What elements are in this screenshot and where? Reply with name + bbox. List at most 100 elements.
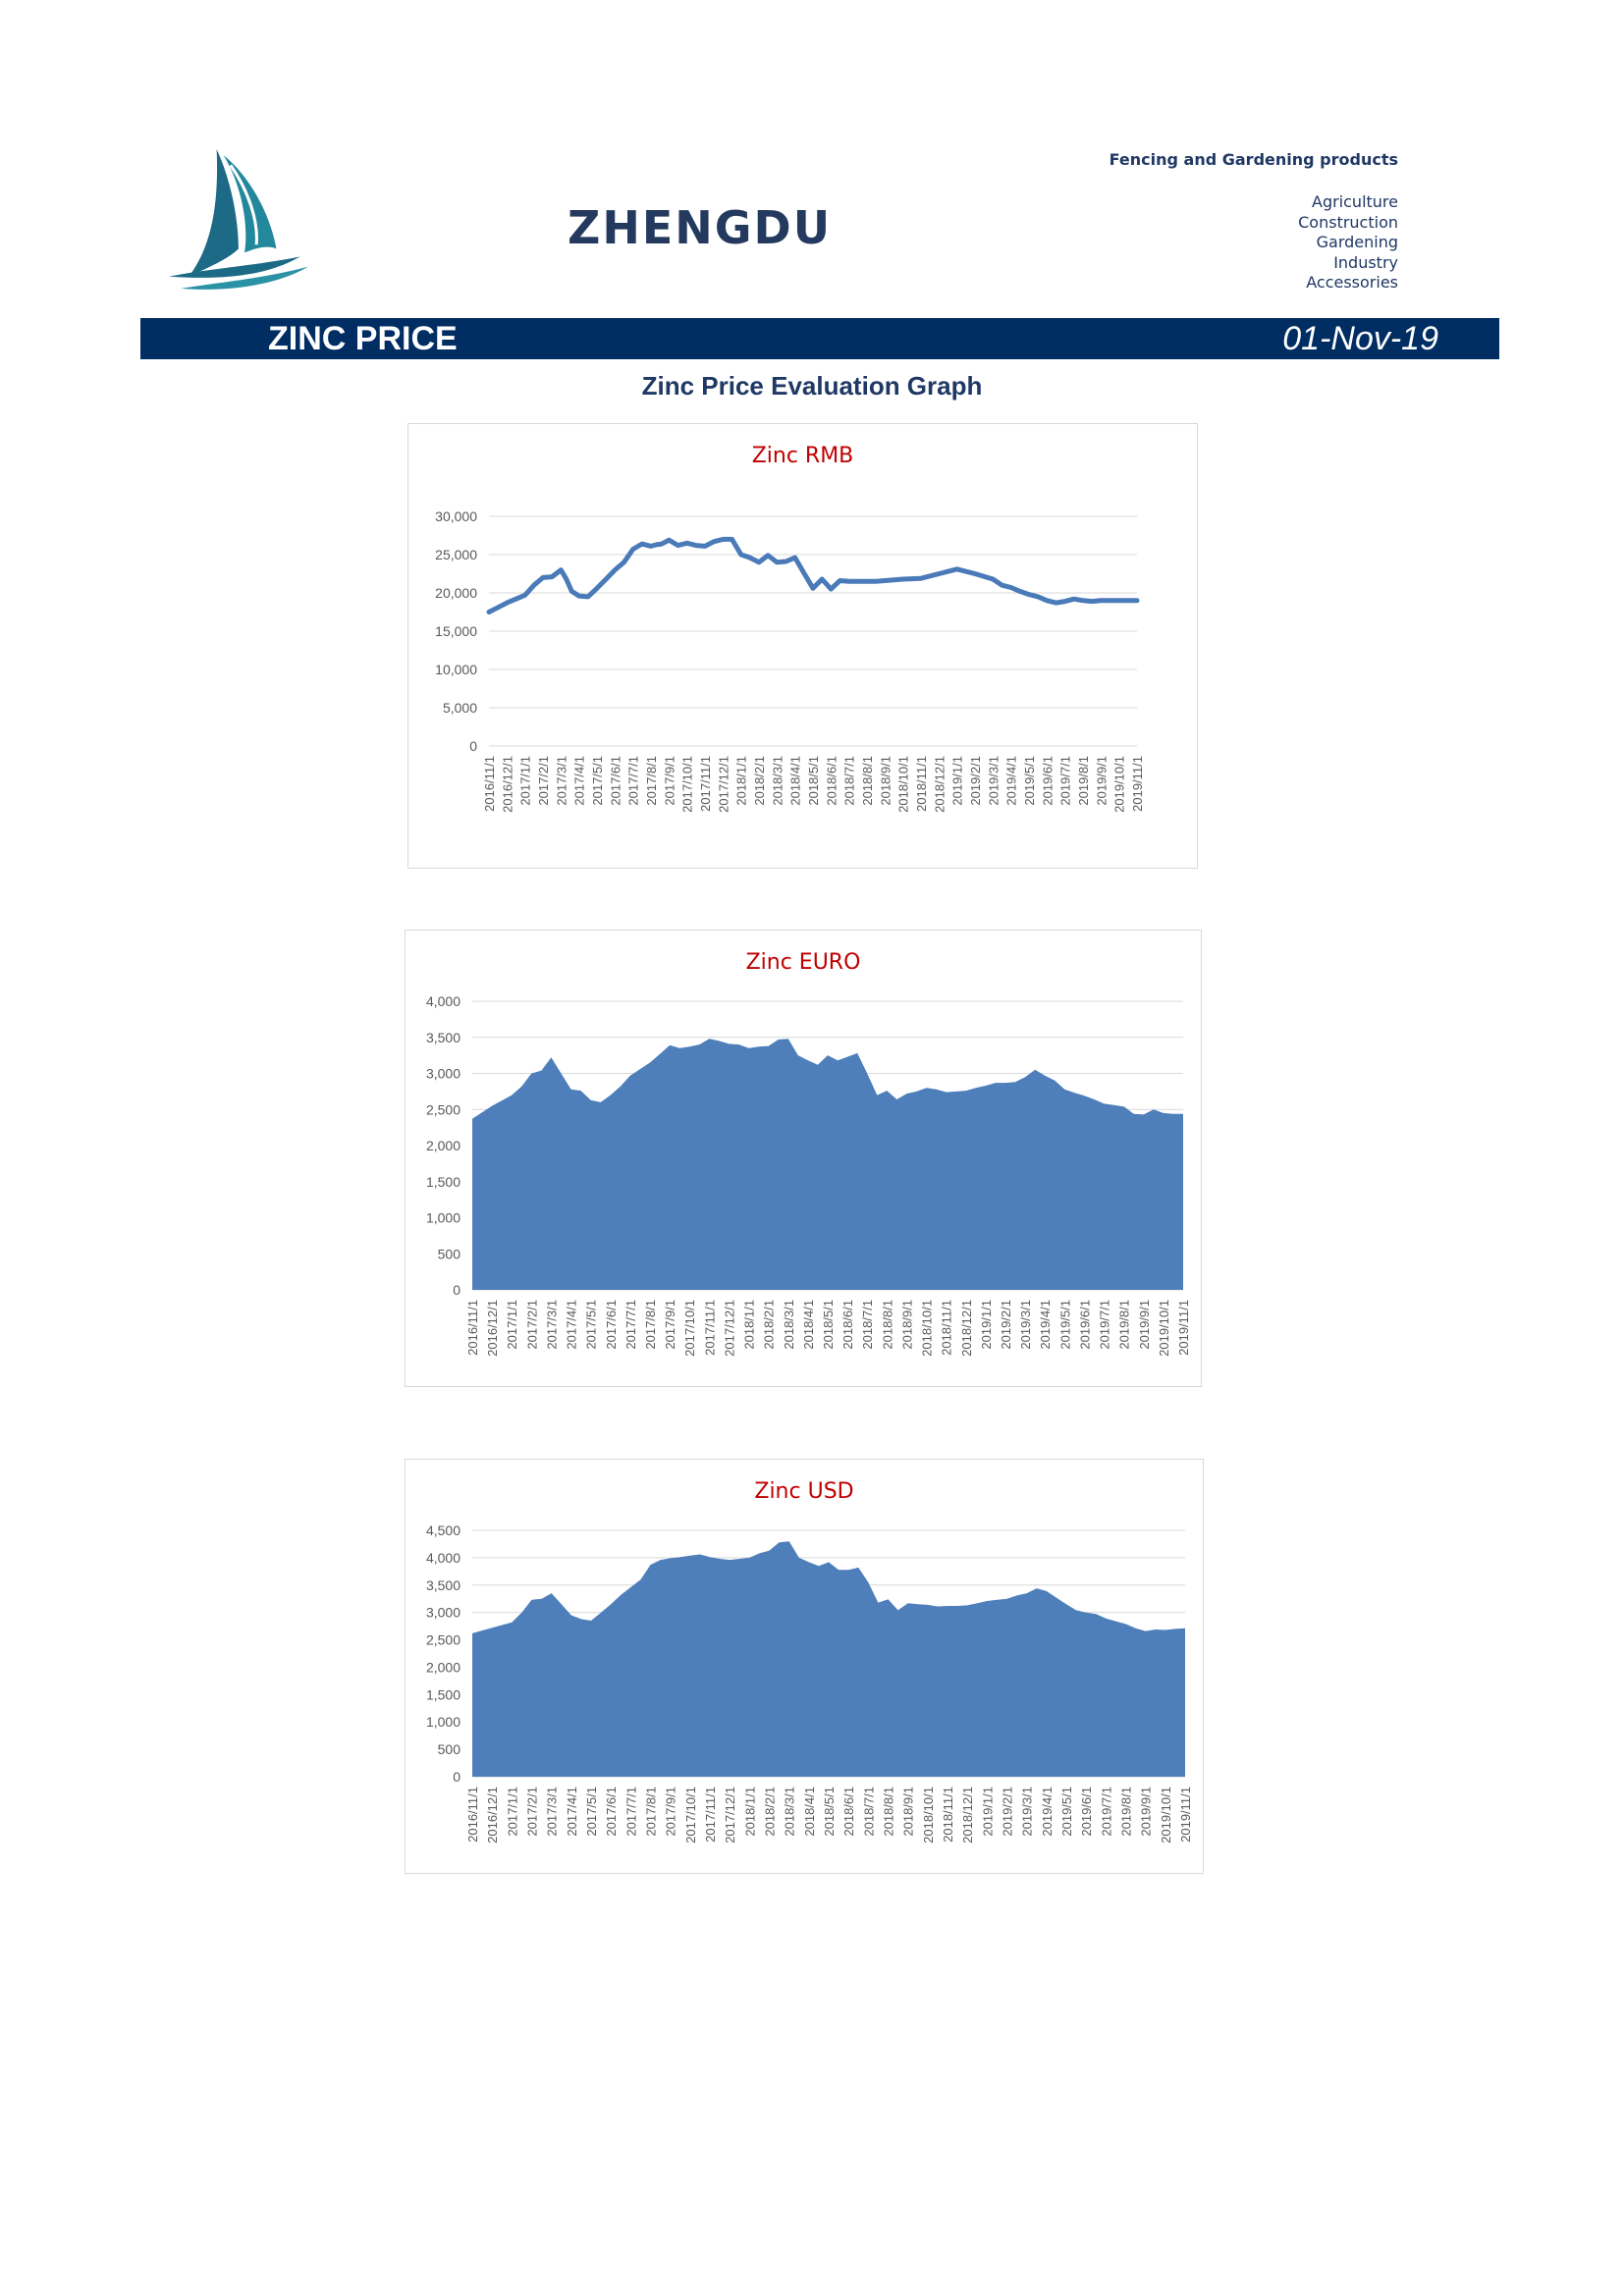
x-tick-label: 2019/8/1 — [1076, 756, 1091, 806]
title-banner: ZINC PRICE 01-Nov-19 — [140, 318, 1499, 359]
chart-title: Zinc EURO — [745, 950, 861, 975]
x-tick-label: 2017/1/1 — [505, 1300, 519, 1350]
x-tick-label: 2019/5/1 — [1057, 1300, 1072, 1350]
x-tick-label: 2019/4/1 — [1040, 1787, 1055, 1837]
x-tick-label: 2017/2/1 — [536, 756, 551, 806]
y-tick-label: 3,000 — [426, 1605, 460, 1621]
x-tick-label: 2018/10/1 — [920, 1300, 935, 1357]
y-tick-label: 1,000 — [426, 1210, 460, 1226]
x-tick-label: 2017/6/1 — [604, 1300, 619, 1350]
x-tick-label: 2018/8/1 — [880, 1300, 894, 1350]
y-tick-label: 0 — [453, 1282, 460, 1298]
x-tick-label: 2019/3/1 — [986, 756, 1001, 806]
x-tick-label: 2018/5/1 — [822, 1787, 837, 1837]
y-tick-label: 3,000 — [426, 1066, 460, 1082]
x-tick-label: 2018/2/1 — [762, 1300, 777, 1350]
x-tick-label: 2017/10/1 — [682, 1300, 697, 1357]
x-tick-label: 2017/11/1 — [702, 1300, 717, 1356]
chart-title: Zinc RMB — [751, 444, 854, 468]
x-tick-label: 2017/4/1 — [565, 1787, 579, 1837]
x-tick-label: 2018/7/1 — [861, 1787, 876, 1837]
x-tick-label: 2017/11/1 — [698, 756, 713, 812]
line-series — [486, 536, 1140, 614]
x-tick-label: 2017/7/1 — [626, 756, 641, 806]
y-tick-label: 2,000 — [426, 1138, 460, 1153]
x-tick-label: 2017/4/1 — [572, 756, 587, 806]
x-tick-label: 2019/6/1 — [1040, 756, 1055, 806]
x-tick-label: 2018/10/1 — [896, 756, 911, 813]
x-tick-label: 2017/3/1 — [544, 1300, 559, 1350]
y-tick-label: 4,500 — [426, 1522, 460, 1538]
chart-zinc-rmb-plot: 0 5,000 10,000 15,000 20,000 25,000 30,000 2016… — [435, 508, 1145, 813]
y-tick-label: 2,500 — [426, 1101, 460, 1117]
y-tick-label: 1,000 — [426, 1714, 460, 1730]
x-tick-label: 2019/5/1 — [1059, 1787, 1074, 1837]
x-tick-label: 2016/12/1 — [500, 756, 514, 813]
chart-zinc-usd-plot: 0 500 1,000 1,500 2,000 2,500 3,000 3,500 4,000 4… — [426, 1522, 1193, 1843]
chart-zinc-euro: Zinc EURO 0 500 1,000 1,500 2,000 2,500 3,000 3… — [405, 930, 1202, 1387]
area-series — [472, 1039, 1183, 1290]
x-tick-label: 2016/12/1 — [485, 1787, 500, 1843]
x-tick-label: 2017/5/1 — [584, 1300, 599, 1350]
section-title: Zinc Price Evaluation Graph — [641, 371, 983, 400]
x-tick-label: 2018/4/1 — [802, 1787, 817, 1837]
x-tick-label: 2018/12/1 — [959, 1300, 974, 1357]
x-tick-label: 2017/9/1 — [664, 1787, 678, 1837]
x-tick-label: 2018/11/1 — [914, 756, 929, 812]
x-tick-label: 2019/10/1 — [1112, 756, 1127, 813]
y-tick-label: 3,500 — [426, 1577, 460, 1593]
x-tick-label: 2017/12/1 — [716, 756, 731, 813]
category-item: Industry — [1333, 252, 1398, 272]
x-tick-label: 2018/8/1 — [882, 1787, 896, 1837]
x-tick-label: 2018/10/1 — [921, 1787, 936, 1843]
tagline: Fencing and Gardening products — [1109, 150, 1398, 169]
x-tick-label: 2017/6/1 — [608, 756, 623, 806]
x-tick-label: 2017/7/1 — [623, 1300, 638, 1350]
x-tick-label: 2017/12/1 — [723, 1787, 737, 1843]
x-tick-label: 2019/4/1 — [1038, 1300, 1053, 1350]
x-tick-label: 2018/2/1 — [763, 1787, 778, 1837]
x-tick-label: 2017/1/1 — [518, 756, 533, 806]
y-tick-label: 0 — [453, 1769, 460, 1785]
y-tick-label: 30,000 — [435, 508, 477, 524]
x-tick-label: 2017/10/1 — [683, 1787, 698, 1843]
chart-zinc-rmb: Zinc RMB 0 5,000 10,000 15,000 20,000 25,000 3… — [407, 423, 1198, 869]
banner-date: 01-Nov-19 — [1282, 320, 1438, 357]
x-tick-label: 2019/11/1 — [1178, 1787, 1193, 1842]
x-tick-label: 2019/7/1 — [1099, 1787, 1113, 1837]
x-tick-label: 2018/11/1 — [940, 1300, 954, 1356]
x-tick-label: 2017/11/1 — [703, 1787, 718, 1842]
chart-zinc-euro-plot: 0 500 1,000 1,500 2,000 2,500 3,000 3,500 4,000 2… — [426, 993, 1191, 1357]
x-tick-label: 2019/9/1 — [1094, 756, 1109, 806]
x-tick-label: 2019/1/1 — [979, 1300, 994, 1350]
x-tick-label: 2017/8/1 — [644, 756, 659, 806]
y-tick-label: 500 — [438, 1741, 461, 1757]
y-tick-label: 2,500 — [426, 1632, 460, 1648]
x-tick-label: 2018/1/1 — [734, 756, 749, 806]
x-tick-label: 2019/10/1 — [1159, 1787, 1173, 1843]
x-tick-label: 2017/9/1 — [662, 756, 677, 806]
x-tick-label: 2018/4/1 — [801, 1300, 816, 1350]
x-tick-label: 2017/5/1 — [584, 1787, 599, 1837]
y-tick-label: 3,500 — [426, 1030, 460, 1045]
x-tick-label: 2017/6/1 — [604, 1787, 619, 1837]
y-tick-label: 10,000 — [435, 662, 477, 677]
x-tick-label: 2018/6/1 — [824, 756, 839, 806]
sailboat-logo-icon — [169, 149, 308, 290]
x-tick-label: 2018/3/1 — [770, 756, 785, 806]
y-tick-label: 2,000 — [426, 1659, 460, 1675]
x-tick-label: 2016/12/1 — [485, 1300, 500, 1357]
product-categories: Agriculture Construction Gardening Indus… — [1298, 192, 1398, 294]
x-tick-label: 2018/6/1 — [840, 1300, 855, 1350]
x-tick-label: 2019/9/1 — [1139, 1787, 1154, 1837]
x-tick-label: 2018/4/1 — [788, 756, 803, 806]
y-tick-label: 0 — [469, 738, 477, 754]
chart-zinc-usd: Zinc USD 0 500 1,000 1,500 2,000 2,500 3,000 3,… — [405, 1459, 1204, 1874]
x-tick-label: 2019/3/1 — [1020, 1787, 1035, 1837]
x-tick-label: 2017/8/1 — [644, 1787, 659, 1837]
x-tick-label: 2018/9/1 — [878, 756, 893, 806]
x-tick-label: 2017/8/1 — [643, 1300, 658, 1350]
x-tick-label: 2019/2/1 — [999, 1300, 1013, 1350]
x-tick-label: 2017/12/1 — [722, 1300, 736, 1357]
x-tick-label: 2019/11/1 — [1176, 1300, 1191, 1356]
